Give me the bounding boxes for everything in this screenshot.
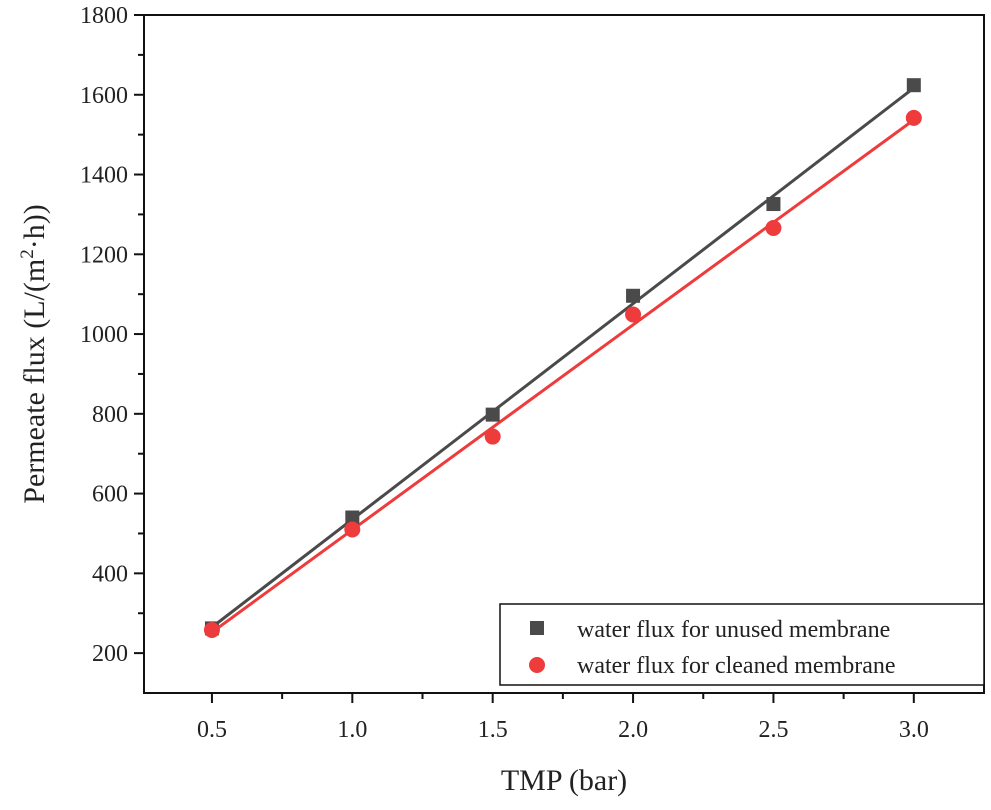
x-tick-label: 1.5	[478, 717, 508, 743]
x-tick-label: 0.5	[197, 717, 227, 743]
y-tick-label: 600	[92, 482, 128, 508]
data-point-cleaned	[765, 219, 782, 236]
data-point-unused	[345, 510, 360, 525]
legend-marker-cleaned	[529, 657, 545, 673]
data-point-unused	[626, 288, 641, 303]
y-tick-label: 1800	[80, 3, 128, 29]
x-tick-label: 2.5	[758, 717, 788, 743]
data-point-cleaned	[905, 109, 922, 126]
data-point-cleaned	[203, 621, 220, 638]
y-tick-label: 1000	[80, 322, 128, 348]
y-tick-label: 800	[92, 402, 128, 428]
x-tick-label: 2.0	[618, 717, 648, 743]
data-point-unused	[485, 407, 500, 422]
x-axis-label: TMP (bar)	[501, 764, 627, 797]
y-tick-label: 1600	[80, 83, 128, 109]
y-tick-label: 400	[92, 561, 128, 587]
data-points	[203, 78, 922, 638]
fit-lines	[211, 86, 915, 634]
fit-line-unused	[211, 86, 915, 629]
y-tick-label: 1200	[80, 242, 128, 268]
legend-box	[499, 603, 985, 686]
legend-marker-unused	[530, 621, 544, 635]
axis-ticks: 0.5 1.0 1.5 2.0 2.5 3.0 200 400 600 800 1000 1200 14…	[80, 3, 929, 743]
legend-label-unused: water flux for unused membrane	[577, 617, 890, 643]
data-point-cleaned	[344, 521, 361, 538]
plot-frame	[143, 14, 985, 694]
fit-line-cleaned	[211, 118, 915, 634]
data-point-unused	[906, 78, 921, 93]
data-point-cleaned	[625, 306, 642, 323]
y-axis-label: Permeate flux (L/(m2·h))	[17, 204, 51, 503]
legend-label-cleaned: water flux for cleaned membrane	[577, 653, 896, 679]
y-tick-label: 200	[92, 641, 128, 667]
data-point-cleaned	[484, 428, 501, 445]
data-point-unused	[766, 197, 781, 212]
x-tick-label: 3.0	[899, 717, 929, 743]
legend: water flux for unused membrane water flu…	[499, 603, 985, 686]
y-tick-label: 1400	[80, 163, 128, 189]
x-tick-label: 1.0	[337, 717, 367, 743]
